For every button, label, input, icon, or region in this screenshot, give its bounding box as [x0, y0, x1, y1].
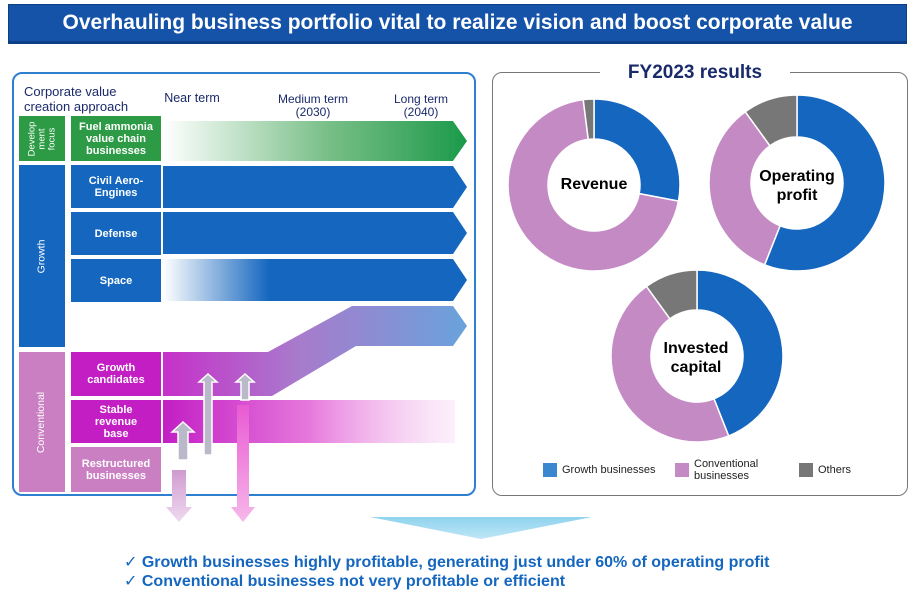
defense-arrow: [163, 212, 467, 254]
business-defense: Defense: [71, 212, 161, 255]
legend-swatch-growth: [543, 463, 557, 477]
donut-slice-growth: [763, 94, 886, 272]
growth-candidates-transition-arrow: [163, 306, 467, 396]
results-title: FY2023 results: [600, 61, 790, 85]
legend-swatch-others: [799, 463, 813, 477]
check-icon: ✓: [124, 573, 138, 590]
business-fuel-ammonia: Fuel ammonia value chain businesses: [71, 116, 161, 161]
business-civil-aero-engines: Civil Aero-Engines: [71, 165, 161, 208]
upgrade-arrow: [170, 420, 196, 461]
title-underline: [8, 42, 907, 44]
donut-slice-conventional: [708, 110, 782, 266]
legend-growth: Growth businesses: [543, 463, 656, 477]
near-term-label: Near term: [164, 91, 220, 105]
donut-slice-conventional: [507, 98, 680, 272]
business-stable-revenue: Stable revenue base: [71, 400, 161, 443]
category-conventional: Conventional: [19, 352, 65, 492]
long-term-label: Long term (2040): [393, 92, 449, 119]
conclusion-2: ✓ Conventional businesses not very profi…: [124, 573, 566, 590]
category-development: Develop ment focus: [19, 116, 65, 161]
donut-slice-conventional: [610, 285, 730, 443]
civil-aero-arrow: [163, 166, 467, 208]
legend-conventional: Conventional businesses: [675, 458, 775, 482]
donut-slice-growth: [593, 98, 681, 202]
donut-slice-others: [582, 98, 595, 141]
donut-slice-others: [744, 94, 798, 147]
donut-slice-growth: [696, 269, 784, 437]
donut-label-operating-profit: Operating profit: [759, 168, 835, 204]
donut-slice-others: [645, 269, 698, 320]
conclusion-1: ✓ Growth businesses highly profitable, g…: [124, 554, 770, 571]
donut-label-revenue: Revenue: [560, 176, 628, 193]
check-icon: ✓: [124, 554, 138, 571]
category-growth: Growth: [19, 165, 65, 347]
development-arrow: [163, 121, 467, 161]
business-growth-candidates: Growth candidates: [71, 352, 161, 396]
exit-arrow: [166, 470, 192, 522]
legend-swatch-conventional: [675, 463, 689, 477]
exit-arrow: [231, 405, 255, 522]
business-restructured: Restructured businesses: [71, 447, 161, 492]
approach-label: Corporate value creation approach: [24, 84, 129, 114]
conclusion-chevron: [370, 517, 592, 539]
business-space: Space: [71, 259, 161, 302]
legend-others: Others: [799, 463, 851, 477]
upgrade-arrow: [197, 372, 219, 456]
space-arrow: [163, 259, 467, 301]
donut-label-invested-capital: Invested capital: [663, 340, 729, 376]
upgrade-arrow: [234, 372, 256, 401]
medium-term-label: Medium term (2030): [277, 92, 348, 119]
stable-revenue-arrow: [163, 400, 455, 443]
page-title: Overhauling business portfolio vital to …: [8, 4, 907, 42]
